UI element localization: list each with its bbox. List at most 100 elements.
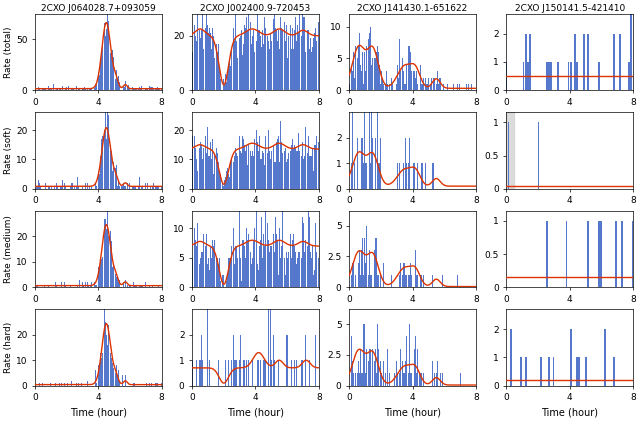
Bar [421,275,422,287]
Bar [200,258,201,287]
Bar [380,84,381,90]
Bar [112,171,113,189]
Bar [134,383,135,386]
Bar [308,205,309,287]
Bar [442,373,443,386]
Bar [315,335,316,386]
Bar [203,234,204,287]
Bar [232,246,234,287]
Bar [307,246,308,287]
Bar [104,23,105,90]
Bar [408,163,409,189]
Bar [433,163,434,189]
Bar [197,223,198,287]
Bar [112,363,113,386]
Bar [218,360,219,386]
Bar [240,151,241,189]
Bar [292,240,293,287]
Bar [67,383,68,386]
Bar [118,180,119,189]
Bar [112,49,113,90]
Bar [362,138,364,189]
Bar [399,39,400,90]
Bar [254,52,255,90]
Bar [218,44,219,90]
Y-axis label: Rate (soft): Rate (soft) [4,127,13,174]
Bar [349,361,351,386]
Bar [46,88,47,90]
Bar [366,163,367,189]
Bar [628,62,630,90]
Bar [102,319,104,386]
Bar [421,373,422,386]
Bar [278,30,279,90]
Bar [113,162,114,189]
Y-axis label: Rate (hard): Rate (hard) [4,322,13,373]
Bar [301,258,302,287]
Bar [279,162,280,189]
Bar [66,87,67,90]
Bar [225,360,226,386]
Bar [399,275,400,287]
Bar [552,357,554,386]
Bar [128,85,129,90]
Bar [119,381,120,386]
Bar [281,246,282,287]
Bar [360,349,361,386]
Bar [221,281,222,287]
Bar [208,258,209,287]
Bar [157,186,158,189]
Title: 2CXO J141430.1-651622: 2CXO J141430.1-651622 [357,4,468,13]
Bar [302,217,303,287]
Bar [364,238,365,287]
Bar [281,27,282,90]
Bar [288,252,289,287]
Bar [254,228,255,287]
Bar [275,217,276,287]
Bar [418,71,419,90]
Bar [257,360,258,386]
Bar [382,78,383,90]
Bar [269,151,270,189]
Bar [154,186,156,189]
Bar [105,219,106,287]
Bar [292,27,293,90]
Bar [367,373,368,386]
Bar [276,41,278,90]
Bar [42,89,43,90]
Bar [398,78,399,90]
Bar [426,84,427,90]
Bar [235,360,236,386]
Bar [374,361,375,386]
Bar [200,360,201,386]
Bar [229,258,230,287]
Bar [205,136,206,189]
Bar [353,52,354,90]
Bar [161,186,162,189]
Bar [193,258,194,287]
Bar [224,180,225,189]
Bar [237,264,239,287]
Bar [303,223,304,287]
Bar [566,221,567,287]
Bar [112,267,113,287]
Bar [354,78,355,90]
Bar [525,34,527,90]
Bar [358,46,359,90]
Bar [241,154,242,189]
Bar [257,264,258,287]
Bar [387,84,388,90]
Bar [107,211,108,287]
Bar [212,240,213,287]
Bar [41,183,42,189]
Bar [229,60,230,90]
Bar [51,186,52,189]
Bar [225,74,226,90]
Bar [273,19,274,90]
Bar [234,264,235,287]
Bar [195,148,196,189]
Bar [416,373,417,386]
Bar [224,85,225,90]
Bar [436,84,437,90]
Bar [205,246,206,287]
